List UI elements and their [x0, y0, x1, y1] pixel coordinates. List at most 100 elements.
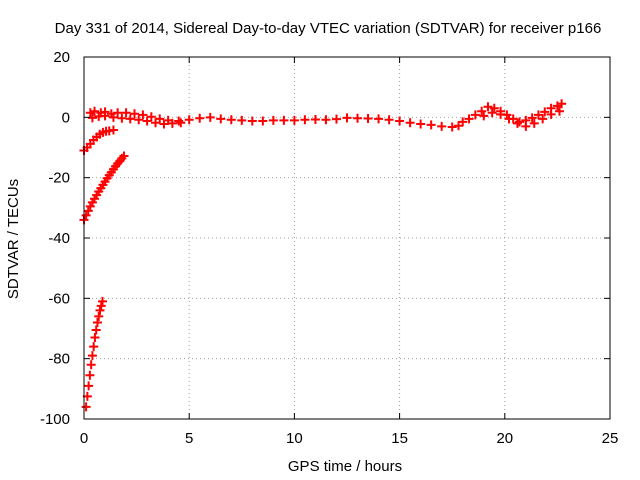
chart-title: Day 331 of 2014, Sidereal Day-to-day VTE…	[55, 20, 602, 37]
plot-frame	[83, 56, 611, 420]
data-point	[90, 333, 100, 343]
data-point	[167, 118, 177, 128]
data-point	[470, 110, 480, 120]
x-tick-label: 5	[185, 430, 193, 447]
data-point	[95, 305, 105, 315]
data-point	[321, 115, 331, 125]
data-point	[89, 342, 99, 352]
data-point	[342, 113, 352, 123]
data-point	[90, 106, 100, 116]
data-points	[79, 99, 567, 412]
data-point	[374, 114, 384, 124]
data-point	[546, 109, 556, 119]
series-3	[79, 151, 129, 225]
data-point	[310, 114, 320, 124]
data-point	[81, 402, 91, 412]
y-tick-label: -40	[48, 230, 70, 247]
x-tick-label: 25	[602, 430, 619, 447]
data-point	[247, 116, 257, 126]
data-point	[184, 115, 194, 125]
data-point	[117, 113, 127, 123]
y-axis-label: SDTVAR / TECUs	[5, 179, 22, 299]
data-point	[108, 112, 118, 122]
data-point	[108, 125, 118, 135]
data-point	[447, 122, 457, 132]
data-point	[205, 112, 215, 122]
data-point	[142, 116, 152, 126]
x-axis-label: GPS time / hours	[288, 458, 402, 475]
data-point	[96, 301, 106, 311]
data-point	[138, 110, 148, 120]
x-tick-label: 0	[80, 430, 88, 447]
data-point	[416, 119, 426, 129]
data-point	[521, 121, 531, 131]
data-point	[83, 206, 93, 216]
data-point	[81, 210, 91, 220]
data-point	[129, 109, 139, 119]
data-point	[134, 115, 144, 125]
data-point	[268, 115, 278, 125]
data-point	[195, 113, 205, 123]
data-point	[479, 111, 489, 121]
data-point	[527, 113, 537, 123]
data-point	[353, 113, 363, 123]
data-point	[113, 108, 123, 118]
data-point	[92, 317, 102, 327]
data-point	[176, 118, 186, 128]
axis-ticks	[83, 56, 611, 420]
data-point	[279, 115, 289, 125]
data-point	[300, 115, 310, 125]
data-point	[538, 114, 548, 124]
data-point	[477, 106, 487, 116]
data-point	[85, 370, 95, 380]
data-point	[437, 121, 447, 131]
data-point	[331, 114, 341, 124]
data-point	[87, 113, 97, 123]
data-point	[496, 109, 506, 119]
y-tick-label: 0	[62, 109, 70, 126]
y-tick-label: -20	[48, 170, 70, 187]
data-point	[151, 118, 161, 128]
axis-tick-labels: 0 5 10 15 20 25 -100 -80 -60 -40 -20 0 20	[40, 49, 618, 447]
data-point	[405, 118, 415, 128]
data-point	[557, 99, 567, 109]
data-point	[555, 106, 565, 116]
y-tick-label: -80	[48, 351, 70, 368]
y-tick-label: -60	[48, 290, 70, 307]
x-tick-label: 20	[496, 430, 513, 447]
data-point	[237, 115, 247, 125]
data-point	[540, 107, 550, 117]
data-point	[226, 115, 236, 125]
gridlines	[84, 57, 610, 419]
data-point	[258, 116, 268, 126]
data-point	[487, 108, 497, 118]
data-point	[125, 114, 135, 124]
data-point	[86, 360, 96, 370]
data-point	[458, 117, 468, 127]
data-point	[395, 116, 405, 126]
data-point	[146, 112, 156, 122]
data-point	[98, 296, 108, 306]
y-tick-label: -100	[40, 411, 70, 428]
series-2	[79, 125, 118, 156]
data-point	[84, 381, 94, 391]
data-point	[489, 103, 499, 113]
data-point	[119, 151, 129, 161]
data-point	[121, 108, 131, 118]
series-1	[87, 106, 565, 131]
x-tick-label: 15	[391, 430, 408, 447]
series-0	[85, 99, 567, 132]
data-point	[384, 115, 394, 125]
data-point	[512, 118, 522, 128]
data-point	[159, 119, 169, 129]
data-point	[504, 114, 514, 124]
data-point	[464, 114, 474, 124]
data-point	[289, 115, 299, 125]
series-4	[81, 296, 108, 412]
data-point	[426, 120, 436, 130]
x-tick-label: 10	[286, 430, 303, 447]
data-point	[94, 311, 104, 321]
y-tick-label: 20	[53, 49, 70, 66]
data-point	[85, 108, 95, 118]
